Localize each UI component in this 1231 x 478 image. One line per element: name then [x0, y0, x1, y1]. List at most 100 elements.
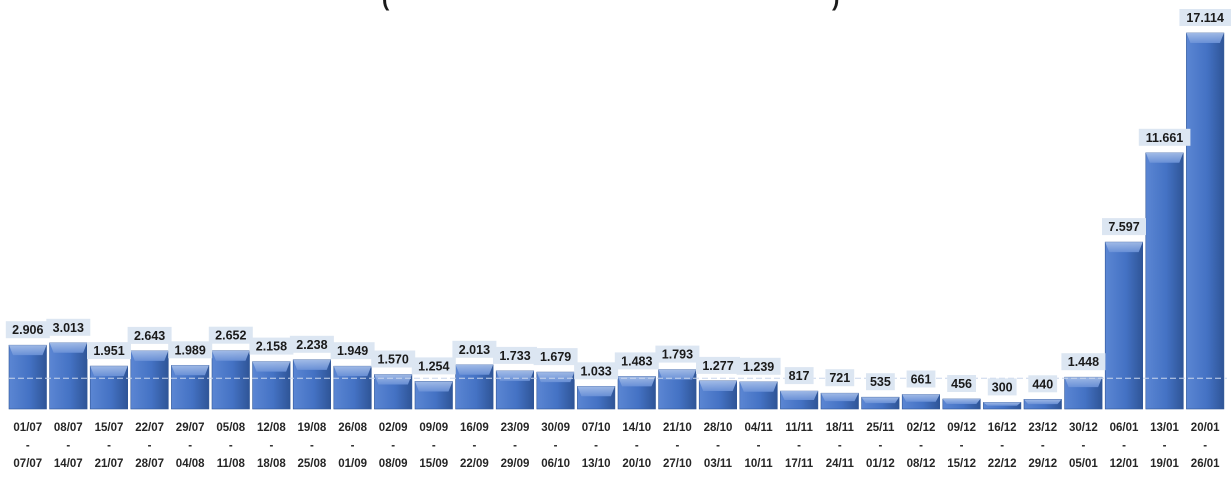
data-label-text: 17.114 [1186, 11, 1224, 25]
x-tick-label-line: 13/01 [1150, 422, 1179, 434]
data-label-bg [289, 335, 334, 353]
bar [1186, 32, 1225, 410]
bar-bevel [902, 394, 940, 402]
data-label-text: 1.951 [93, 344, 124, 358]
x-tick-label: 08/07 - 14/07 [54, 422, 83, 470]
x-tick-label-line: - [757, 440, 761, 452]
x-tick-label-line: - [1163, 440, 1167, 452]
x-tick-label: 18/11 - 24/11 [826, 422, 855, 470]
data-label-bg [330, 342, 375, 360]
data-label: 440 [1028, 375, 1058, 393]
data-label: 17.114 [1179, 9, 1231, 26]
data-label-text: 11.661 [1146, 131, 1184, 145]
x-tick-label-line: - [797, 440, 801, 452]
data-label-text: 1.448 [1068, 355, 1099, 369]
data-label-bg [574, 362, 619, 380]
x-tick-label-line: 19/08 [298, 422, 327, 434]
x-tick-label-line: 21/10 [663, 422, 692, 434]
data-label-bg [533, 348, 578, 366]
x-tick-label-line: - [1000, 440, 1004, 452]
x-tick-label-line: 14/07 [54, 458, 83, 470]
x-tick-label-line: 01/09 [338, 458, 367, 470]
x-tick-label: 25/11 - 01/12 [866, 422, 895, 470]
x-tick-label-line: - [310, 440, 314, 452]
x-tick-label-line: - [351, 440, 355, 452]
data-label: 11.661 [1138, 128, 1191, 146]
data-label-bg [906, 370, 936, 388]
data-label-text: 456 [951, 377, 972, 391]
x-tick-label-line: 08/09 [379, 458, 408, 470]
data-label: 535 [866, 373, 895, 391]
data-label-bg [5, 321, 50, 339]
bar [252, 361, 291, 410]
bar-bevel [821, 393, 859, 402]
data-label-text: 2.013 [459, 343, 490, 357]
bar [901, 394, 941, 410]
data-label: 1.679 [533, 348, 578, 366]
bar-bevel [496, 370, 534, 381]
x-tick-label: 28/10 - 03/11 [704, 422, 733, 470]
x-tick-label-line: 13/10 [582, 458, 611, 470]
data-label-text: 1.254 [418, 359, 449, 373]
bar [739, 381, 778, 410]
x-tick-label-line: 02/09 [379, 422, 408, 434]
x-tick-label-line: 15/09 [419, 458, 448, 470]
bar [780, 390, 819, 410]
data-label: 2.643 [127, 326, 172, 344]
x-tick-label-line: - [635, 440, 639, 452]
data-label: 1.989 [168, 341, 213, 359]
bar-bevel [618, 376, 656, 387]
x-tick-label: 26/08 - 01/09 [338, 422, 367, 470]
x-tick-label-line: - [878, 440, 882, 452]
x-tick-label: 16/12 - 22/12 [988, 422, 1017, 470]
data-label-text: 3.013 [53, 321, 84, 335]
x-tick-label: 19/08 - 25/08 [298, 422, 327, 470]
x-tick-label-line: 16/12 [988, 422, 1017, 434]
x-tick-label-line: 22/07 [135, 422, 164, 434]
data-label-bg [987, 378, 1017, 396]
x-tick-label-line: 29/09 [501, 458, 530, 470]
data-label-text: 2.652 [215, 329, 246, 343]
x-tick-label: 22/07 - 28/07 [135, 422, 164, 470]
bar-body [1186, 32, 1225, 410]
bar [414, 381, 453, 410]
bar [1104, 241, 1143, 410]
data-label-bg [127, 326, 172, 344]
x-tick-label: 12/08 - 18/08 [257, 422, 286, 470]
bar-bevel [1064, 377, 1103, 388]
bar-bevel [212, 350, 250, 361]
data-label-text: 2.643 [134, 329, 165, 343]
bar [171, 364, 210, 410]
data-label-text: 2.906 [12, 323, 43, 337]
bar [374, 374, 413, 410]
x-tick-label-line: 12/01 [1110, 458, 1139, 470]
x-tick-label-line: - [594, 440, 598, 452]
bar-bevel [942, 398, 981, 404]
bar-bevel [983, 402, 1021, 406]
x-tick-label-line: 29/12 [1028, 458, 1057, 470]
bar-bevel [333, 366, 372, 377]
x-tick-label-line: - [391, 440, 395, 452]
data-label-text: 1.570 [378, 353, 409, 367]
data-label-bg [87, 342, 131, 360]
data-label: 721 [825, 369, 855, 387]
x-tick-label-line: - [960, 440, 964, 452]
x-tick-label-line: 04/11 [745, 422, 774, 434]
x-tick-label-line: 14/10 [622, 422, 651, 434]
data-label: 1.949 [330, 342, 375, 360]
x-tick-label-line: 15/07 [95, 422, 124, 434]
data-label: 1.033 [574, 362, 619, 380]
data-label-bg [249, 337, 294, 355]
data-label-bg [208, 326, 253, 344]
data-label-bg [614, 352, 659, 370]
data-label: 1.483 [614, 352, 659, 370]
data-label-text: 1.277 [702, 359, 733, 373]
bar-bevel [1105, 242, 1143, 253]
data-label: 2.652 [208, 326, 253, 344]
x-tick-label-line: - [188, 440, 192, 452]
data-label: 1.733 [493, 346, 537, 364]
x-tick-label-line: 18/11 [826, 422, 855, 434]
x-tick-label-line: 20/10 [622, 458, 651, 470]
data-label-text: 440 [1032, 377, 1053, 391]
